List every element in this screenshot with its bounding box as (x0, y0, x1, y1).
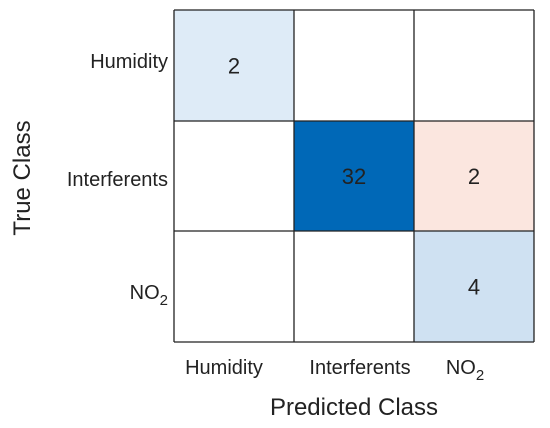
x-tick-labels: Humidity Interferents NO2 (185, 357, 484, 384)
y-tick-label-0: Humidity (90, 51, 168, 73)
cell-value-r0-c0: 2 (228, 54, 240, 79)
y-tick-labels: Humidity Interferents NO2 (67, 51, 168, 309)
cell-r1-c0 (174, 121, 294, 231)
y-tick-label-1: Interferents (67, 169, 168, 191)
cell-value-r1-c2: 2 (468, 164, 480, 189)
x-tick-label-2: NO2 (446, 357, 484, 384)
cell-r1-c2 (414, 121, 534, 231)
cell-r2-c0 (174, 231, 294, 342)
cell-r0-c2 (414, 10, 534, 121)
cell-value-r1-c1: 32 (342, 164, 366, 189)
cell-r1-c1 (294, 121, 414, 231)
cells-layer: 2 32 2 4 (174, 10, 534, 342)
x-tick-label-1: Interferents (309, 357, 410, 379)
cell-value-r2-c2: 4 (468, 275, 480, 300)
cell-r2-c1 (294, 231, 414, 342)
cell-r0-c1 (294, 10, 414, 121)
y-tick-label-2: NO2 (130, 282, 168, 309)
cell-r2-c2 (414, 231, 534, 342)
grid-layer (173, 9, 535, 343)
x-tick-label-0: Humidity (185, 357, 263, 379)
x-axis-label: Predicted Class (270, 394, 438, 421)
y-axis-label: True Class (9, 120, 36, 235)
cell-r0-c0 (174, 10, 294, 121)
